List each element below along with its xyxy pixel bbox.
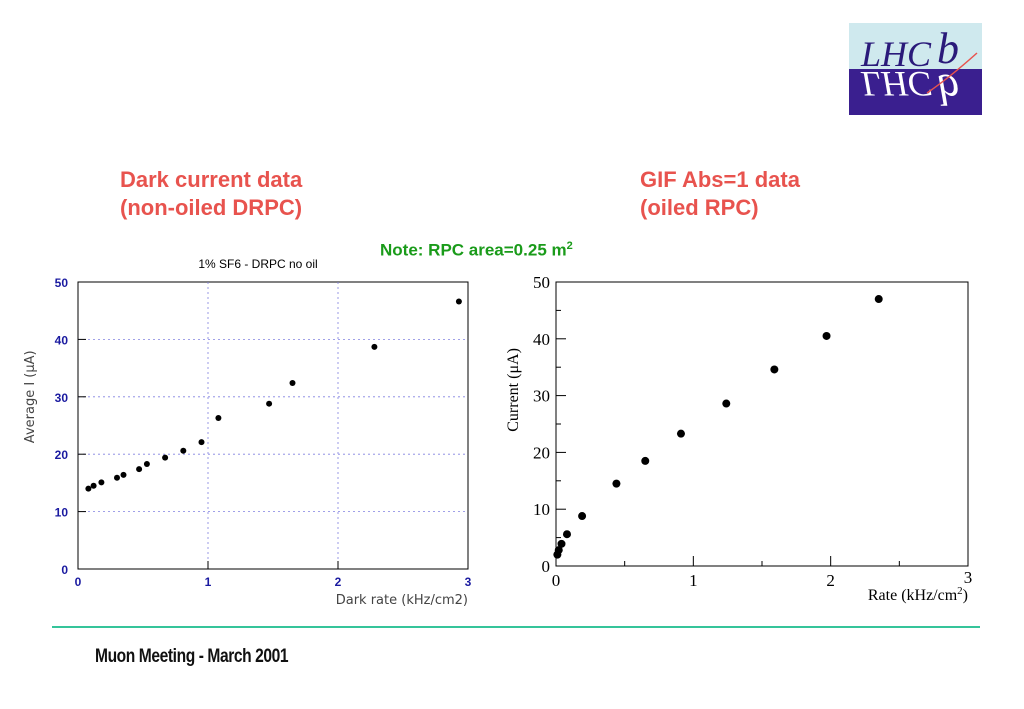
y-tick-label: 30	[55, 391, 69, 405]
y-tick-label: 20	[533, 443, 550, 462]
data-point	[114, 474, 120, 481]
data-point	[85, 485, 92, 492]
y-tick-label: 0	[542, 557, 551, 576]
plot-frame	[555, 281, 969, 567]
data-point	[676, 429, 685, 438]
svg-text:b: b	[937, 65, 959, 114]
x-axis-label-end: )	[963, 587, 968, 604]
area-note-text: Note: RPC area=0.25 m	[380, 240, 567, 260]
svg-text:LHC: LHC	[860, 34, 932, 74]
x-axis-label: Rate (kHz/cm2)	[868, 585, 968, 604]
data-point	[822, 331, 831, 340]
y-axis-label: Current (μA)	[505, 348, 522, 432]
y-tick-label: 20	[55, 448, 69, 462]
data-point	[215, 415, 222, 422]
data-point	[180, 447, 187, 454]
data-point	[612, 479, 621, 488]
data-point	[98, 479, 105, 486]
data-point	[162, 454, 169, 461]
plot-frame	[77, 281, 469, 570]
data-point	[136, 466, 143, 473]
data-point	[641, 456, 650, 465]
data-point	[455, 298, 462, 305]
x-tick-label: 2	[335, 575, 342, 589]
area-note: Note: RPC area=0.25 m2	[380, 240, 573, 261]
svg-text:LHC: LHC	[860, 64, 932, 104]
data-point	[562, 530, 571, 539]
data-point	[557, 539, 566, 548]
y-tick-label: 50	[533, 273, 550, 292]
y-tick-label: 50	[55, 276, 69, 290]
y-axis-label: Average I (μA)	[23, 350, 38, 443]
y-tick-label: 40	[533, 330, 550, 349]
right-heading-line-2: (oiled RPC)	[640, 195, 759, 220]
lhcb-logo-graphic: LHC b LHC b	[849, 23, 982, 115]
data-point	[371, 343, 378, 350]
left-heading-line-1: Dark current data	[120, 167, 303, 192]
svg-text:b: b	[937, 24, 959, 73]
right-heading-line-1: GIF Abs=1 data	[640, 167, 800, 192]
data-point	[120, 471, 127, 478]
data-point	[266, 400, 273, 407]
footer-text: Muon Meeting - March 2001	[95, 646, 289, 667]
y-tick-label: 10	[55, 506, 69, 520]
chart-title: 1% SF6 - DRPC no oil	[198, 257, 317, 271]
data-point	[554, 546, 563, 555]
x-tick-label: 0	[75, 575, 82, 589]
x-tick-label: 2	[826, 571, 835, 590]
left-heading-line-2: (non-oiled DRPC)	[120, 195, 303, 220]
data-point	[289, 380, 296, 387]
x-tick-label: 3	[465, 575, 472, 589]
x-tick-label: 1	[689, 571, 698, 590]
x-axis-label: Dark rate (kHz/cm2)	[336, 593, 468, 608]
x-axis-label-sup: 2	[957, 585, 963, 597]
lhcb-logo: LHC b LHC b	[849, 23, 982, 115]
x-axis-label-text: Rate (kHz/cm	[868, 587, 958, 604]
footer-divider	[52, 626, 980, 628]
y-tick-label: 30	[533, 387, 550, 406]
x-tick-label: 0	[552, 571, 561, 590]
data-point	[143, 460, 150, 467]
y-tick-label: 10	[533, 500, 550, 519]
data-point	[90, 482, 97, 489]
y-tick-label: 40	[55, 333, 69, 347]
x-tick-label: 3	[964, 568, 973, 587]
data-point	[198, 439, 205, 446]
left-chart-heading: Dark current data (non-oiled DRPC)	[120, 166, 302, 222]
data-point	[578, 512, 587, 521]
y-tick-label: 0	[61, 563, 68, 577]
data-point	[722, 399, 731, 408]
x-tick-label: 1	[205, 575, 212, 589]
data-point	[770, 365, 779, 374]
area-note-sup: 2	[566, 240, 573, 252]
right-chart-heading: GIF Abs=1 data (oiled RPC)	[640, 166, 800, 222]
data-point	[874, 295, 883, 304]
